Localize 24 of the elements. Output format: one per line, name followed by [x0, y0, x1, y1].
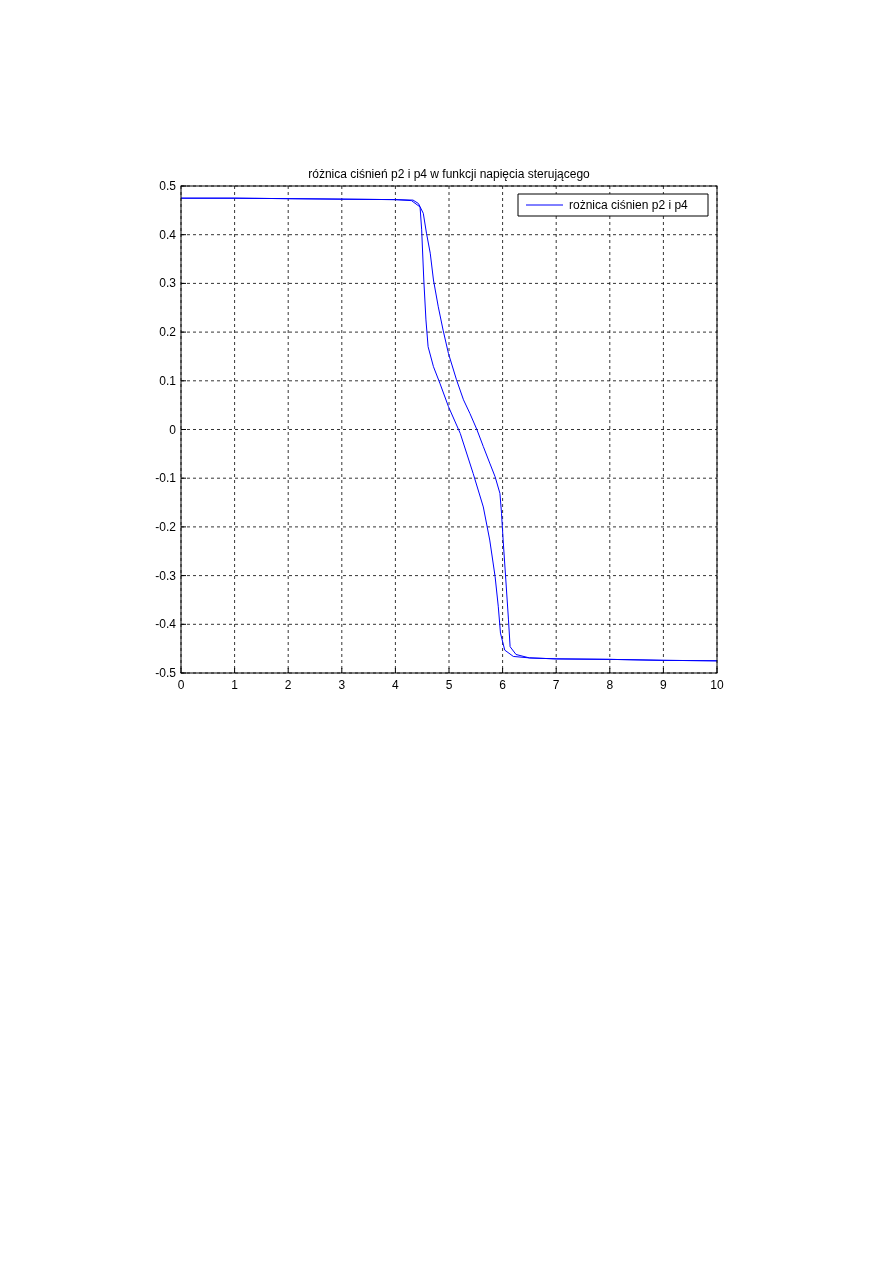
legend: rożnica ciśnien p2 i p4	[517, 193, 709, 217]
y-tick-label: 0.2	[159, 325, 177, 340]
y-tick-label: 0	[169, 422, 177, 437]
x-tick-label: 7	[552, 678, 560, 692]
x-tick-label: 2	[284, 678, 292, 692]
x-tick-label: 3	[338, 678, 346, 692]
y-tick-label: -0.2	[155, 519, 177, 534]
chart-title: różnica ciśnień p2 i p4 w funkcji napięcia sterującego	[308, 167, 591, 181]
y-tick-label: -0.1	[155, 471, 177, 486]
y-tick-label: -0.3	[155, 568, 177, 583]
y-tick-label: -0.5	[155, 666, 177, 680]
x-tick-label: 1	[231, 678, 239, 692]
y-tick-label: 0.3	[159, 276, 177, 291]
x-tick-label: 5	[445, 678, 453, 692]
y-tick-label: 0.1	[159, 373, 177, 388]
y-tick-label: -0.4	[155, 617, 177, 632]
x-tick-label: 8	[606, 678, 614, 692]
x-tick-label: 4	[392, 678, 400, 692]
x-tick-label: 6	[499, 678, 507, 692]
y-tick-label: 0.4	[159, 227, 177, 242]
x-tick-label: 9	[660, 678, 668, 692]
legend-label: rożnica ciśnien p2 i p4	[569, 198, 689, 212]
x-tick-label: 10	[710, 678, 724, 692]
y-tick-label: 0.5	[159, 179, 177, 193]
